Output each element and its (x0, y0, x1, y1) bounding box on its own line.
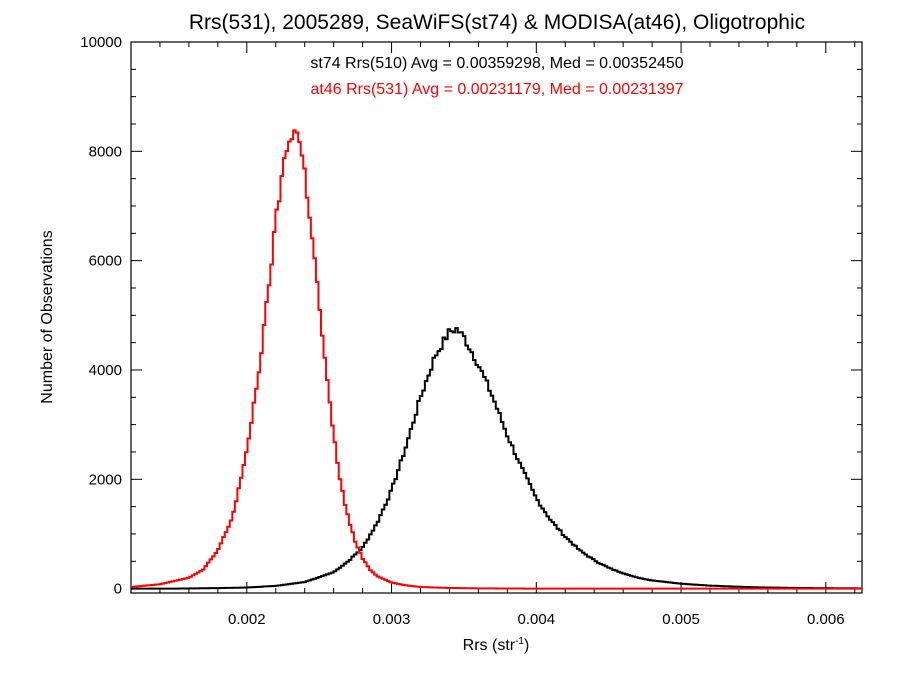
x-axis-label-base: Rrs (str (463, 637, 516, 654)
x-axis-ticks: 0.002 0.003 0.004 0.005 0.006 (228, 42, 845, 628)
x-axis-label-superscript: -1 (515, 636, 524, 647)
y-axis-label: Number of Observations (39, 230, 56, 403)
annotation-st74: st74 Rrs(510) Avg = 0.00359298, Med = 0.… (310, 55, 683, 72)
chart-title: Rrs(531), 2005289, SeaWiFS(st74) & MODIS… (189, 11, 805, 34)
x-minor-ticks (130, 42, 856, 593)
x-tick-label: 0.003 (373, 611, 411, 628)
x-axis-label-close: ) (524, 637, 529, 654)
y-tick-label: 6000 (89, 253, 122, 270)
x-tick-label: 0.002 (228, 611, 266, 628)
histogram-series (131, 129, 862, 590)
plot-frame (130, 41, 863, 594)
series-st74-line (131, 327, 862, 590)
y-minor-ticks (131, 68, 862, 562)
x-tick-label: 0.005 (662, 611, 700, 628)
y-tick-label: 0 (114, 581, 122, 598)
annotation-at46: at46 Rrs(531) Avg = 0.00231179, Med = 0.… (310, 81, 683, 98)
x-axis-label: Rrs (str-1) (463, 636, 530, 654)
y-tick-label: 10000 (80, 34, 122, 51)
x-tick-label: 0.006 (807, 611, 845, 628)
y-tick-label: 2000 (89, 471, 122, 488)
y-axis-ticks: 0 2000 4000 6000 8000 10000 (80, 34, 862, 598)
x-tick-label: 0.004 (518, 611, 556, 628)
y-tick-label: 4000 (89, 362, 122, 379)
y-tick-label: 8000 (89, 143, 122, 160)
series-at46-line (131, 129, 862, 590)
plot-area: 0.002 0.003 0.004 0.005 0.006 0 2000 4000 6000 8… (80, 34, 863, 628)
